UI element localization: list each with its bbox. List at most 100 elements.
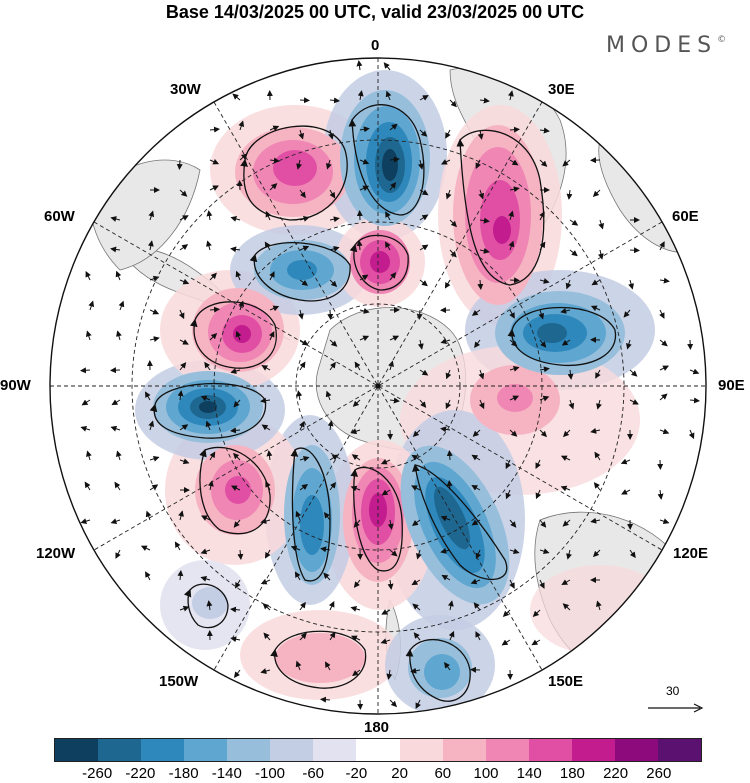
wind-arrow <box>659 518 670 525</box>
wind-arrow <box>260 578 271 585</box>
wind-arrow <box>417 159 424 170</box>
wind-arrow <box>325 661 331 671</box>
wind-arrow <box>659 428 670 435</box>
wind-arrow <box>531 639 541 646</box>
wind-arrow <box>562 429 571 438</box>
wind-arrow <box>562 603 571 611</box>
neg-core-4c <box>300 495 324 555</box>
wind-arrow <box>419 244 429 251</box>
wind-arrow <box>329 361 336 371</box>
reference-vector-arrow <box>648 703 704 713</box>
wind-arrow <box>595 600 602 611</box>
wind-arrow <box>320 696 331 703</box>
wind-arrow <box>535 459 541 469</box>
wind-arrow <box>566 189 573 200</box>
wind-arrow <box>501 639 511 646</box>
wind-arrow <box>419 279 428 287</box>
wind-arrow <box>471 485 481 491</box>
wind-arrow <box>327 309 334 320</box>
wind-arrow <box>444 279 451 289</box>
wind-arrow <box>505 489 512 500</box>
wind-arrow <box>594 451 601 461</box>
wind-arrow <box>389 335 400 342</box>
colorbar-swatch <box>98 739 142 761</box>
wind-arrow <box>478 399 485 410</box>
wind-arrow <box>206 240 212 251</box>
colorbar-swatch <box>614 739 658 761</box>
wind-arrow <box>84 481 91 491</box>
wind-arrow <box>179 605 190 612</box>
colorbar-swatch <box>442 739 486 761</box>
wind-arrow <box>359 126 370 133</box>
wind-arrow <box>260 397 271 404</box>
wind-arrow <box>509 339 518 347</box>
lon-label-120w: 120W <box>36 545 76 562</box>
wind-arrow <box>350 606 361 612</box>
wind-arrow <box>445 189 452 200</box>
wind-arrow <box>329 216 340 223</box>
wind-arrow <box>419 214 429 221</box>
streamline <box>199 446 271 535</box>
wind-arrow <box>381 489 391 496</box>
wind-arrow <box>238 120 245 131</box>
wind-arrow <box>230 368 241 374</box>
wind-arrow <box>509 519 517 528</box>
wind-arrow <box>174 541 181 551</box>
colorbar-tick-label: 100 <box>473 765 499 782</box>
wind-arrow <box>445 369 452 380</box>
graticule <box>50 58 706 714</box>
streamline <box>249 242 351 302</box>
wind-arrow <box>327 420 334 431</box>
colorbar-tick-label: -100 <box>254 765 286 782</box>
streamline <box>456 129 545 286</box>
wind-arrow <box>478 369 485 380</box>
indian-gray-patch <box>598 139 701 253</box>
lon-label-90w: 90W <box>0 377 31 394</box>
wind-arrow <box>441 159 451 165</box>
wind-arrow <box>233 399 241 408</box>
wind-arrow <box>596 399 602 410</box>
wind-arrow <box>298 309 304 320</box>
wind-arrow <box>179 189 188 197</box>
wind-arrow <box>350 635 361 642</box>
wind-arrow <box>477 129 484 140</box>
wind-arrow <box>353 579 361 588</box>
wind-arrow <box>620 458 631 465</box>
wind-arrow <box>626 339 632 350</box>
lon-label-150w: 150W <box>159 673 199 690</box>
wind-arrow <box>356 60 363 71</box>
colorbar-swatch <box>55 739 99 761</box>
wind-arrow <box>509 126 520 133</box>
wind-arrow <box>209 332 218 341</box>
wind-arrow <box>592 549 601 558</box>
wind-arrow <box>560 485 571 492</box>
wind-arrow <box>568 399 575 410</box>
wind-arrow <box>350 485 361 492</box>
wind-arrow <box>329 189 336 199</box>
wind-arrow <box>295 660 302 671</box>
map-fields <box>50 58 706 714</box>
wind-arrow <box>508 210 514 221</box>
colorbar-tick-label: 20 <box>391 765 408 782</box>
lon-label-30e: 30E <box>548 81 575 98</box>
wind-arrow <box>445 129 451 139</box>
wind-arrow <box>380 458 391 465</box>
wind-arrow <box>266 450 273 461</box>
wind-arrow <box>449 249 457 258</box>
wind-arrow <box>507 90 514 101</box>
lon-label-0: 0 <box>371 37 380 54</box>
wind-arrow <box>329 97 340 104</box>
wind-arrow <box>509 186 520 193</box>
lon-label-180: 180 <box>364 719 390 736</box>
wind-arrow <box>445 399 452 410</box>
wind-arrows <box>80 60 700 710</box>
wind-arrow <box>598 219 605 230</box>
wind-arrow <box>539 429 548 438</box>
wind-arrow <box>621 489 631 495</box>
streamline <box>149 382 267 439</box>
wind-arrow <box>351 454 361 461</box>
wind-arrow <box>85 330 92 341</box>
wind-arrow <box>207 480 214 491</box>
wind-arrow <box>299 632 307 641</box>
lon-label-120e: 120E <box>673 545 709 562</box>
